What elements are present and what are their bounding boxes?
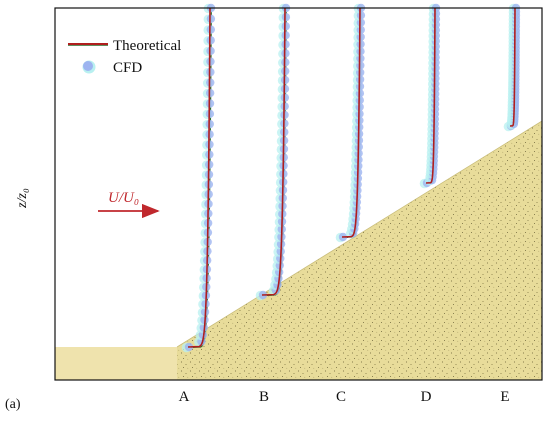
theoretical-profile-d (425, 7, 436, 184)
cfd-marker (206, 46, 215, 56)
figure-label: (a) (5, 397, 21, 412)
legend-label-cfd: CFD (113, 60, 142, 76)
cfd-marker (281, 22, 290, 31)
cfd-marker (281, 12, 291, 22)
hill-slope-edge (176, 120, 543, 348)
cfd-marker (281, 58, 290, 67)
category-label-e: E (500, 389, 509, 405)
theoretical-profile-c (341, 7, 361, 238)
theoretical-profile-e (509, 7, 516, 127)
cfd-marker (281, 40, 290, 49)
legend: Theoretical CFD (68, 38, 181, 76)
cfd-markers-e (503, 3, 521, 132)
category-label-c: C (336, 389, 346, 405)
theoretical-profile-b (261, 7, 286, 296)
category-label-b: B (259, 389, 269, 405)
cfd-marker (281, 31, 290, 40)
cfd-markers-d (419, 3, 441, 189)
category-label-a: A (179, 389, 190, 405)
profiles-group (181, 3, 521, 353)
cfd-marker (206, 25, 215, 34)
cfd-marker (281, 49, 290, 58)
cfd-markers-c (335, 3, 366, 243)
flow-label: U/U₀ (108, 190, 139, 206)
theoretical-profile-a (187, 7, 211, 348)
legend-label-theoretical: Theoretical (113, 38, 181, 54)
category-label-d: D (421, 389, 432, 405)
plot-frame (54, 7, 543, 381)
category-labels: A B C D E (179, 389, 510, 405)
legend-marker-swatch (83, 61, 93, 71)
cfd-marker (206, 14, 216, 24)
hill-surface (177, 121, 542, 380)
cfd-marker (206, 57, 215, 66)
y-axis-label: z/z₀ (15, 188, 30, 209)
cfd-markers-b (255, 3, 291, 301)
cfd-marker (206, 36, 215, 45)
cfd-marker (206, 67, 215, 77)
